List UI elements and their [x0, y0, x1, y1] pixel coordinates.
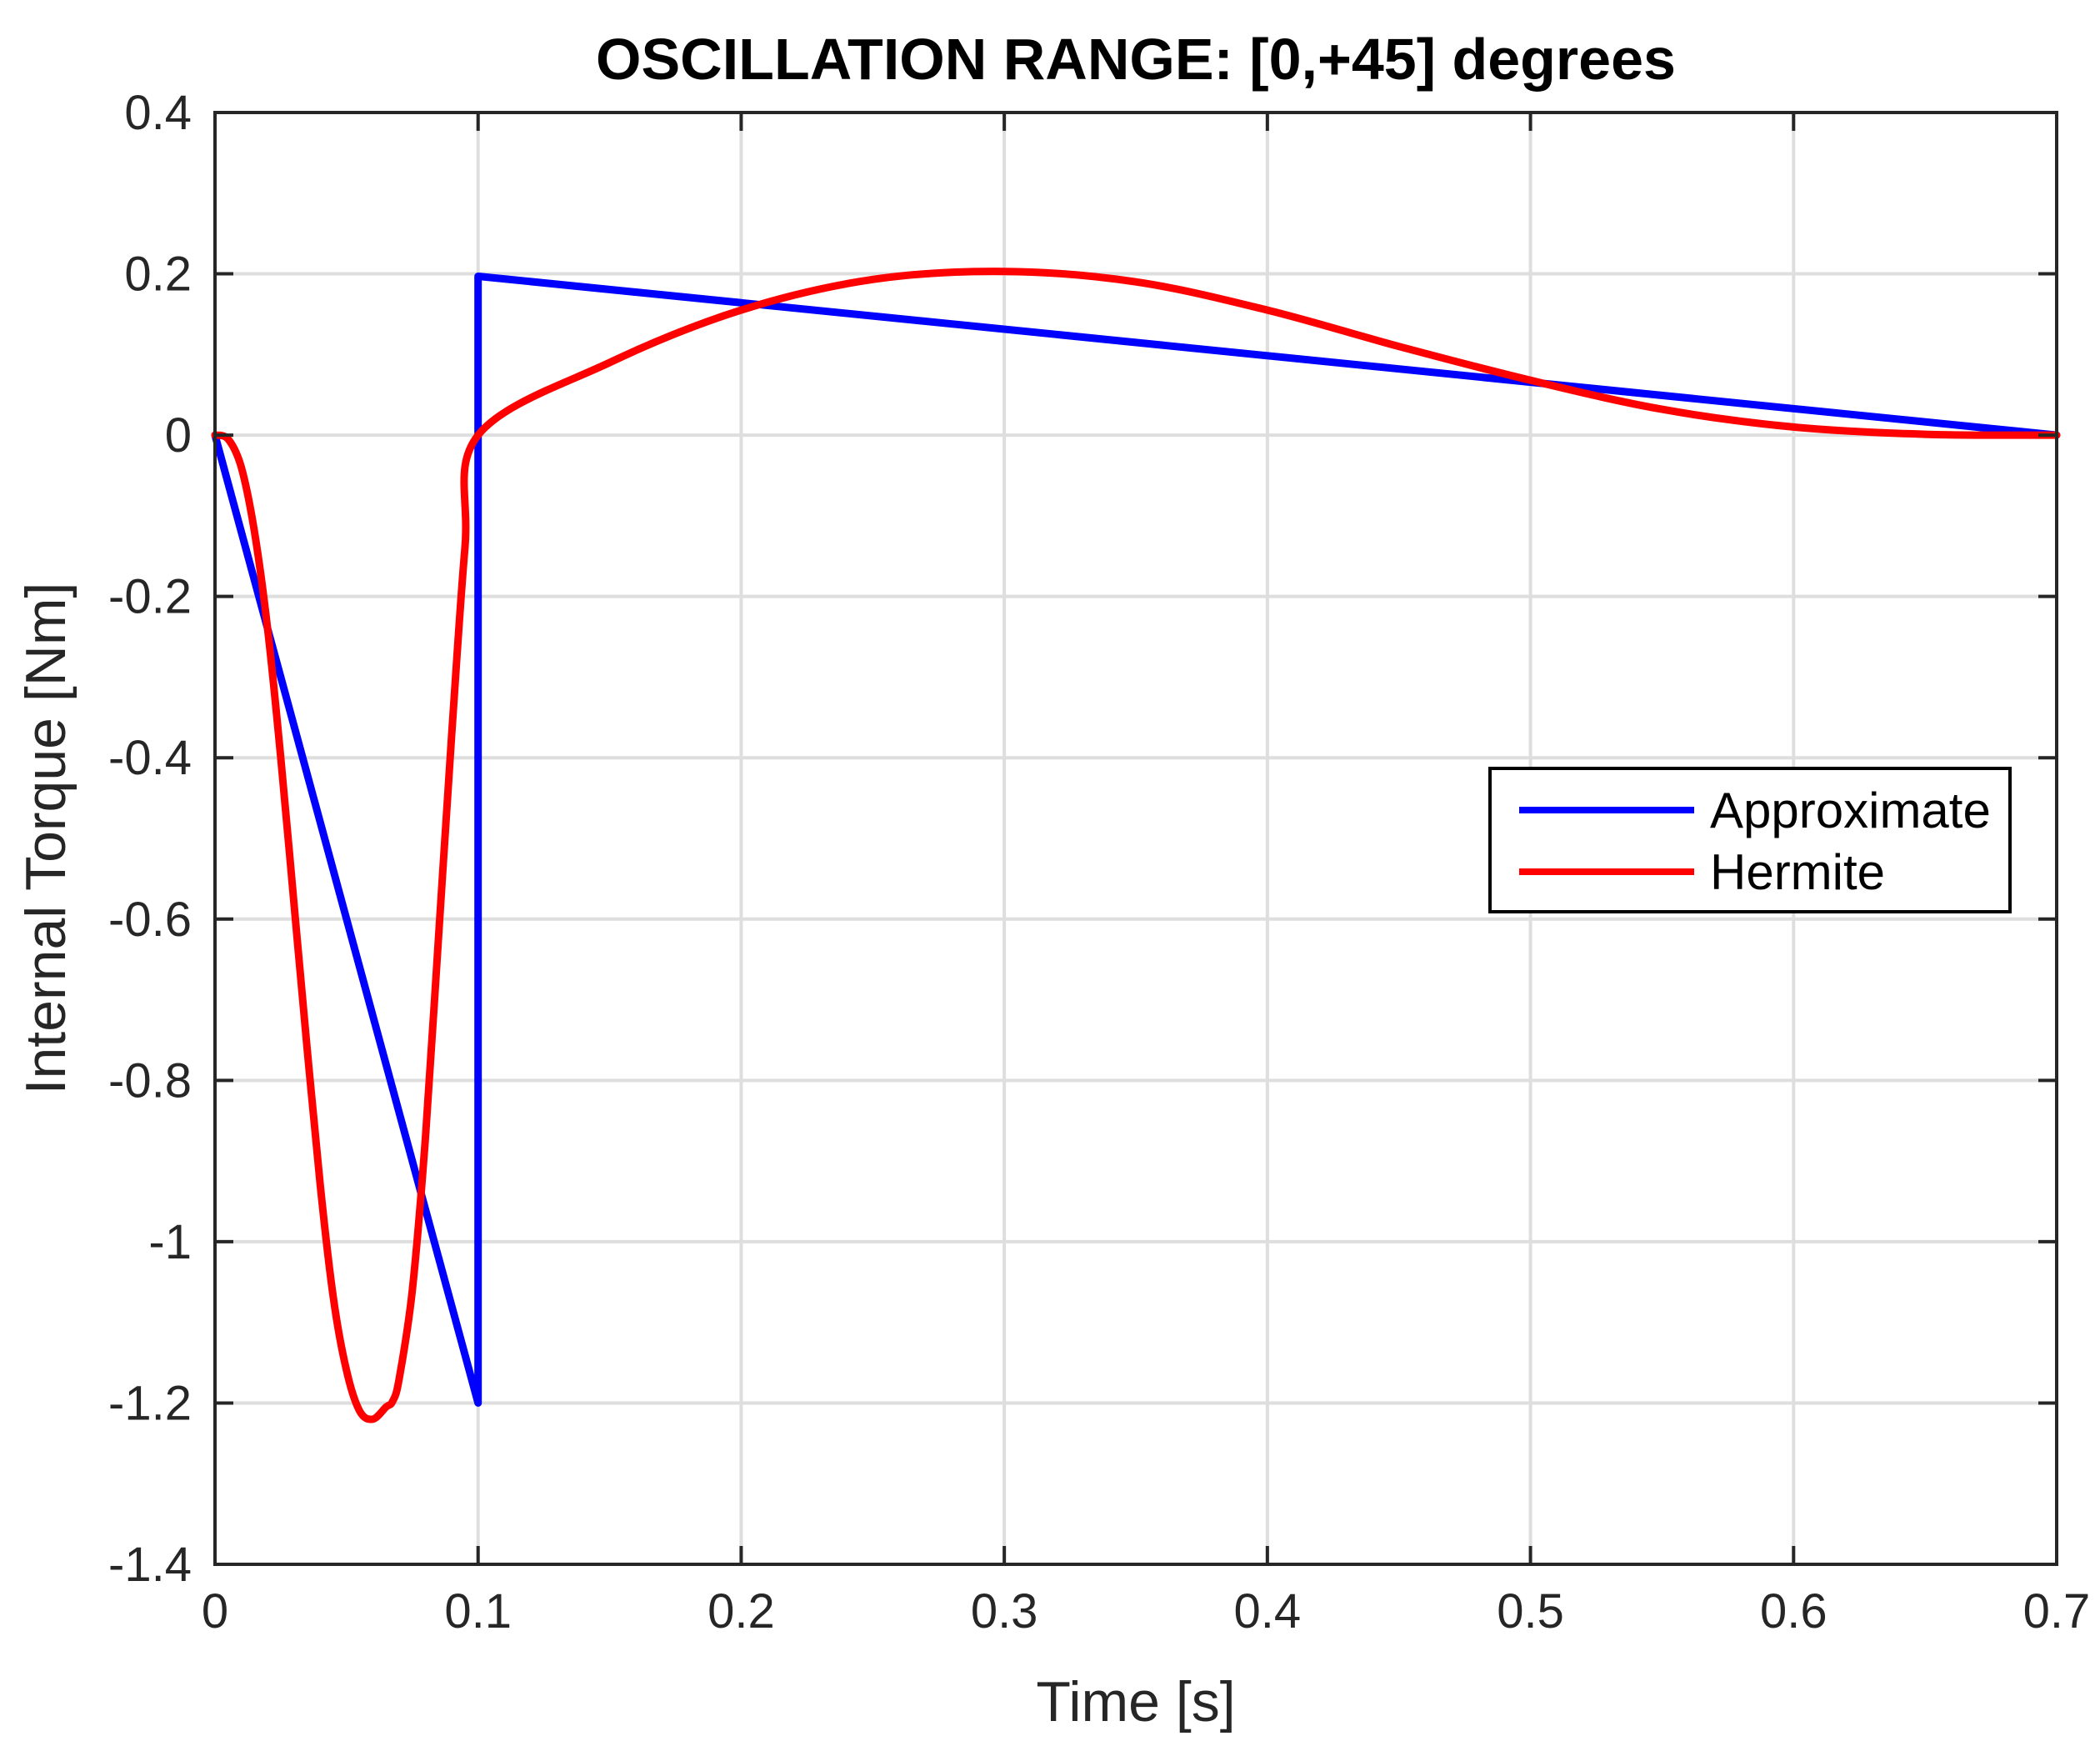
x-tick-label: 0.5: [1497, 1584, 1564, 1638]
y-tick-label: -1: [148, 1215, 192, 1269]
plot-frame: [213, 111, 2058, 1566]
series-line-approximate: [211, 273, 2061, 1407]
series-group: [211, 268, 2061, 1423]
legend-label-hermite: Hermite: [1710, 844, 1885, 900]
chart-title: OSCILLATION RANGE: [0,+45] degrees: [596, 27, 1676, 92]
x-tick-label: 0.3: [971, 1584, 1038, 1638]
y-tick-label: 0: [165, 408, 192, 463]
x-tick-label: 0.2: [708, 1584, 775, 1638]
x-axis-label: Time [s]: [1036, 1670, 1235, 1733]
x-tick-label: 0.1: [444, 1584, 512, 1638]
y-tick-label: -0.4: [108, 731, 192, 785]
legend-box: [1488, 767, 2012, 913]
y-tick-label: -0.8: [108, 1053, 192, 1108]
legend-label-approximate: Approximate: [1710, 783, 1991, 838]
y-tick-label: 0.2: [124, 248, 192, 302]
x-tick-label: 0.7: [2023, 1584, 2091, 1638]
legend: Approximate Hermite: [1488, 767, 2012, 913]
y-tick-label: -1.2: [108, 1376, 192, 1430]
x-tick-label: 0.4: [1234, 1584, 1302, 1638]
y-axis-label: Internal Torque [Nm]: [14, 583, 78, 1095]
y-tick-label: -0.6: [108, 893, 192, 947]
y-tick-label: 0.4: [124, 86, 192, 140]
x-tick-label: 0.6: [1760, 1584, 1828, 1638]
y-tick-label: -1.4: [108, 1538, 192, 1592]
ticks: 0 0.1 0.2 0.3 0.4 0.5 0.6 0.7 -1.4 -1.2 -1 -0.8 -0.6…: [108, 86, 2090, 1638]
y-tick-label: -0.2: [108, 570, 192, 624]
x-tick-label: 0: [202, 1584, 228, 1638]
series-line-hermite: [211, 268, 2061, 1423]
